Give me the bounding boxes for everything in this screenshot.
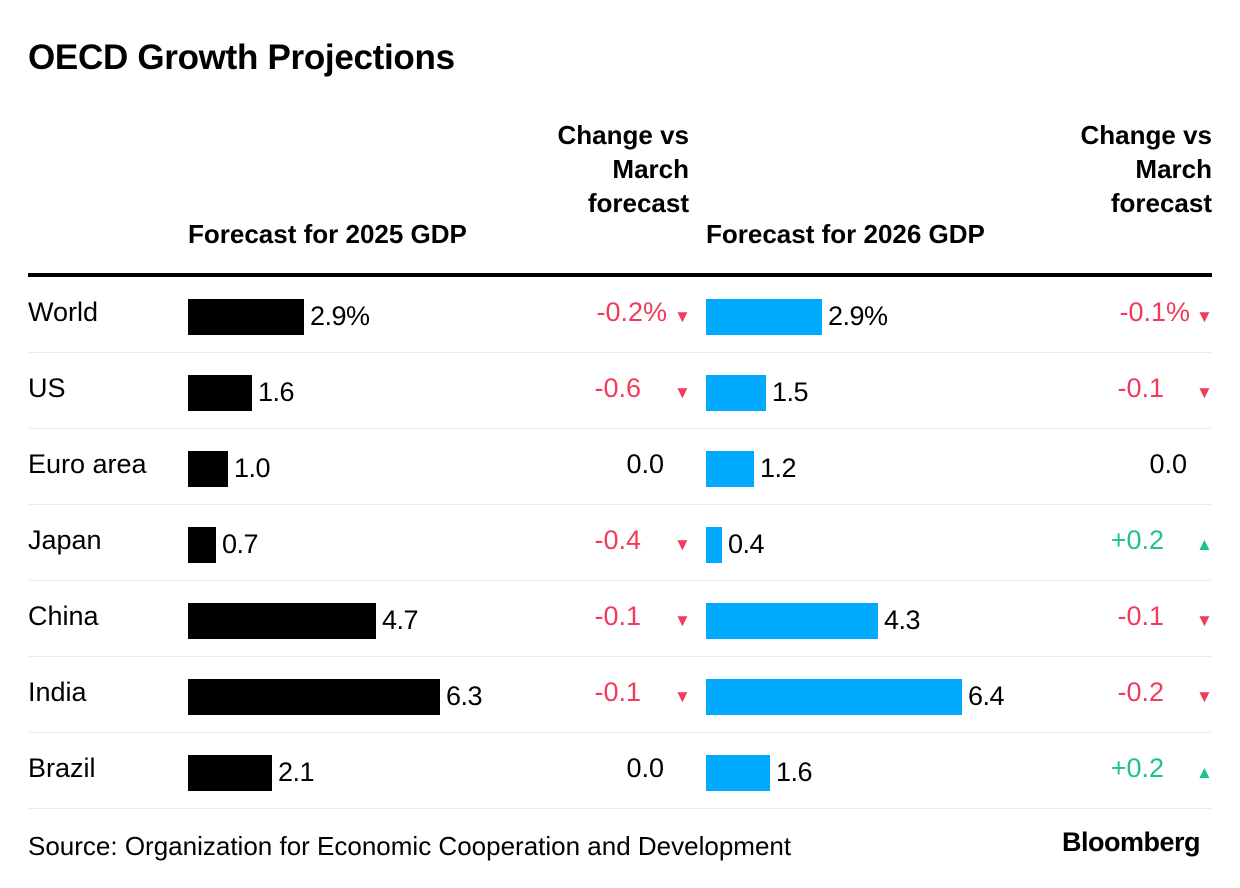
change-2025: -0.1 bbox=[594, 677, 641, 707]
bar-2025 bbox=[188, 755, 272, 791]
bar-2026 bbox=[706, 375, 766, 411]
value-2026: 1.6 bbox=[776, 757, 813, 787]
region-label: Japan bbox=[28, 525, 102, 555]
value-2025: 0.7 bbox=[222, 529, 259, 559]
value-2025: 4.7 bbox=[382, 605, 419, 635]
source-note: Source: Organization for Economic Cooper… bbox=[28, 831, 792, 861]
value-2025: 2.9% bbox=[310, 301, 370, 331]
change-2025: -0.6 bbox=[594, 373, 641, 403]
row-divider bbox=[28, 504, 1212, 505]
row-divider bbox=[28, 732, 1212, 733]
value-2025: 2.1 bbox=[278, 757, 315, 787]
change-2026: +0.2 bbox=[1110, 525, 1164, 555]
change-2026: 0.0 bbox=[1149, 449, 1187, 479]
table-row: China 4.7 -0.1 ▼ 4.3 -0.1 ▼ bbox=[28, 581, 1213, 657]
change-2025: -0.2% bbox=[596, 297, 667, 327]
down-arrow-icon: ▼ bbox=[674, 383, 691, 402]
table-row: Euro area 1.0 0.0 1.2 0.0 bbox=[28, 429, 1212, 505]
change-2025: -0.1 bbox=[594, 601, 641, 631]
bar-2026 bbox=[706, 527, 722, 563]
change-2025: 0.0 bbox=[626, 449, 664, 479]
change-2026: -0.1 bbox=[1117, 601, 1164, 631]
chart-title: OECD Growth Projections bbox=[28, 38, 455, 77]
down-arrow-icon: ▼ bbox=[674, 535, 691, 554]
down-arrow-icon: ▼ bbox=[674, 687, 691, 706]
table-row: US 1.6 -0.6 ▼ 1.5 -0.1 ▼ bbox=[28, 353, 1213, 429]
change-2026: -0.1% bbox=[1119, 297, 1190, 327]
bar-2025 bbox=[188, 603, 376, 639]
value-2026: 1.2 bbox=[760, 453, 797, 483]
value-2025: 6.3 bbox=[446, 681, 483, 711]
down-arrow-icon: ▼ bbox=[674, 611, 691, 630]
bloomberg-logo: Bloomberg bbox=[1061, 827, 1201, 857]
row-divider bbox=[28, 580, 1212, 581]
table-row: Japan 0.7 -0.4 ▼ 0.4 +0.2 ▲ bbox=[28, 505, 1213, 581]
region-label: India bbox=[28, 677, 87, 707]
change-2026: -0.1 bbox=[1117, 373, 1164, 403]
table-row: World 2.9% -0.2% ▼ 2.9% -0.1% ▼ bbox=[28, 277, 1213, 353]
table-row: India 6.3 -0.1 ▼ 6.4 -0.2 ▼ bbox=[28, 657, 1213, 733]
value-2025: 1.6 bbox=[258, 377, 295, 407]
header-forecast-2026: Forecast for 2026 GDP bbox=[706, 219, 985, 249]
region-label: Euro area bbox=[28, 449, 147, 479]
value-2026: 4.3 bbox=[884, 605, 921, 635]
row-divider bbox=[28, 352, 1212, 353]
value-2026: 6.4 bbox=[968, 681, 1005, 711]
down-arrow-icon: ▼ bbox=[1196, 611, 1213, 630]
bar-2026 bbox=[706, 755, 770, 791]
bar-2026 bbox=[706, 603, 878, 639]
down-arrow-icon: ▼ bbox=[1196, 687, 1213, 706]
row-divider bbox=[28, 656, 1212, 657]
bar-2025 bbox=[188, 299, 304, 335]
value-2026: 0.4 bbox=[728, 529, 765, 559]
header-change-2025: Change vs March forecast bbox=[557, 120, 690, 218]
change-2025: -0.4 bbox=[594, 525, 641, 555]
change-2026: -0.2 bbox=[1117, 677, 1164, 707]
bar-2025 bbox=[188, 679, 440, 715]
bar-2026 bbox=[706, 451, 754, 487]
region-label: US bbox=[28, 373, 66, 403]
bar-2026 bbox=[706, 299, 822, 335]
region-label: China bbox=[28, 601, 99, 631]
bar-2025 bbox=[188, 527, 216, 563]
bar-2025 bbox=[188, 375, 252, 411]
change-2026: +0.2 bbox=[1110, 753, 1164, 783]
row-divider bbox=[28, 808, 1212, 809]
value-2026: 1.5 bbox=[772, 377, 809, 407]
change-2025: 0.0 bbox=[626, 753, 664, 783]
header-forecast-2025: Forecast for 2025 GDP bbox=[188, 219, 467, 249]
down-arrow-icon: ▼ bbox=[674, 307, 691, 326]
down-arrow-icon: ▼ bbox=[1196, 307, 1213, 326]
header-rule bbox=[28, 273, 1212, 277]
value-2025: 1.0 bbox=[234, 453, 271, 483]
region-label: World bbox=[28, 297, 99, 327]
row-divider bbox=[28, 428, 1212, 429]
down-arrow-icon: ▼ bbox=[1196, 383, 1213, 402]
up-arrow-icon: ▲ bbox=[1196, 535, 1213, 554]
bar-2026 bbox=[706, 679, 962, 715]
header-change-2026: Change vs March forecast bbox=[1080, 120, 1213, 218]
bar-2025 bbox=[188, 451, 228, 487]
value-2026: 2.9% bbox=[828, 301, 888, 331]
region-label: Brazil bbox=[28, 753, 96, 783]
table-row: Brazil 2.1 0.0 1.6 +0.2 ▲ bbox=[28, 733, 1213, 809]
up-arrow-icon: ▲ bbox=[1196, 763, 1213, 782]
